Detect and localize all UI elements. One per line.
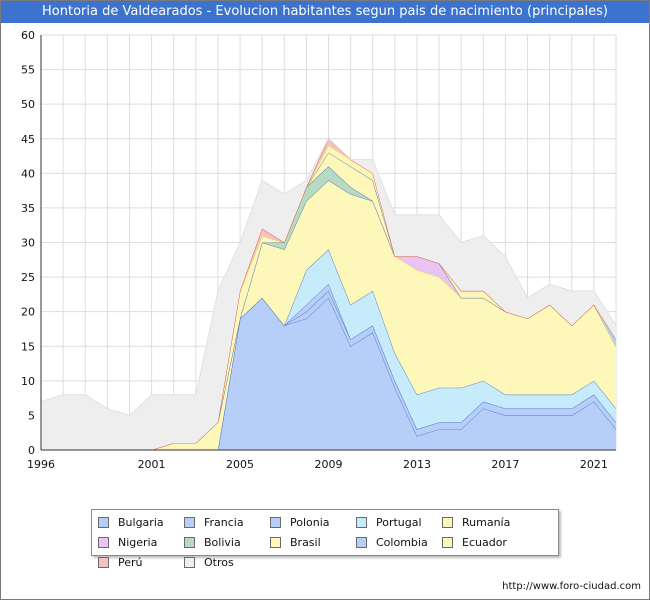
x-tick-label: 2021 xyxy=(580,458,608,471)
legend-swatch xyxy=(270,517,281,528)
y-tick-label: 10 xyxy=(21,375,35,388)
x-tick-label: 2005 xyxy=(226,458,254,471)
area-otros xyxy=(41,138,616,450)
x-tick-label: 2013 xyxy=(403,458,431,471)
x-tick-label: 2001 xyxy=(138,458,166,471)
y-tick-label: 35 xyxy=(21,202,35,215)
legend-swatch xyxy=(184,557,195,568)
area-rumania xyxy=(41,180,616,450)
legend-item: Perú xyxy=(98,555,184,570)
line-otros xyxy=(40,138,617,416)
legend-item: Bulgaria xyxy=(98,515,184,530)
legend-label: Perú xyxy=(118,556,143,569)
legend: Bulgaria Francia Polonia Portugal Rumanía Nig… xyxy=(91,509,559,569)
y-tick-label: 30 xyxy=(21,237,35,250)
legend-swatch xyxy=(442,517,453,528)
legend-swatch xyxy=(356,537,367,548)
legend-swatch xyxy=(442,537,453,548)
chart-title: Hontoria de Valdearados - Evolucion habi… xyxy=(1,1,649,23)
legend-item: Colombia xyxy=(356,535,442,550)
legend-label: Colombia xyxy=(376,536,428,549)
legend-grid: Bulgaria Francia Polonia Portugal Rumanía Nig… xyxy=(98,515,554,570)
source-credit: http://www.foro-ciudad.com xyxy=(502,581,641,592)
legend-swatch xyxy=(270,537,281,548)
legend-item: Ecuador xyxy=(442,535,528,550)
legend-item: Nigeria xyxy=(98,535,184,550)
area-bulgaria xyxy=(41,297,616,450)
legend-swatch xyxy=(98,537,109,548)
legend-item: Otros xyxy=(184,555,270,570)
legend-swatch xyxy=(184,537,195,548)
y-tick-label: 5 xyxy=(28,409,35,422)
legend-label: Ecuador xyxy=(462,536,507,549)
y-tick-label: 55 xyxy=(21,64,35,77)
legend-label: Portugal xyxy=(376,516,422,529)
y-tick-label: 50 xyxy=(21,98,35,111)
y-tick-label: 60 xyxy=(21,29,35,42)
legend-item: Brasil xyxy=(270,535,356,550)
area-portugal xyxy=(41,249,616,450)
legend-swatch xyxy=(98,517,109,528)
legend-item: Rumanía xyxy=(442,515,528,530)
x-tick-label: 1996 xyxy=(27,458,55,471)
y-tick-label: 40 xyxy=(21,167,35,180)
legend-item: Portugal xyxy=(356,515,442,530)
y-tick-label: 45 xyxy=(21,133,35,146)
legend-swatch xyxy=(184,517,195,528)
legend-item: Francia xyxy=(184,515,270,530)
legend-item: Polonia xyxy=(270,515,356,530)
legend-label: Francia xyxy=(204,516,244,529)
legend-label: Bolivia xyxy=(204,536,241,549)
legend-label: Bulgaria xyxy=(118,516,164,529)
x-tick-label: 2009 xyxy=(315,458,343,471)
legend-label: Brasil xyxy=(290,536,321,549)
legend-label: Rumanía xyxy=(462,516,511,529)
legend-label: Polonia xyxy=(290,516,330,529)
legend-label: Otros xyxy=(204,556,234,569)
legend-swatch xyxy=(356,517,367,528)
area-chart: 0 5 10 15 20 25 30 35 40 45 50 55 60 1996 2001 2005 2009… xyxy=(21,29,617,471)
y-tick-label: 15 xyxy=(21,340,35,353)
legend-label: Nigeria xyxy=(118,536,158,549)
y-tick-label: 20 xyxy=(21,306,35,319)
y-tick-label: 25 xyxy=(21,271,35,284)
x-tick-label: 2017 xyxy=(491,458,519,471)
legend-item: Bolivia xyxy=(184,535,270,550)
legend-swatch xyxy=(98,557,109,568)
y-tick-label: 0 xyxy=(28,444,35,457)
